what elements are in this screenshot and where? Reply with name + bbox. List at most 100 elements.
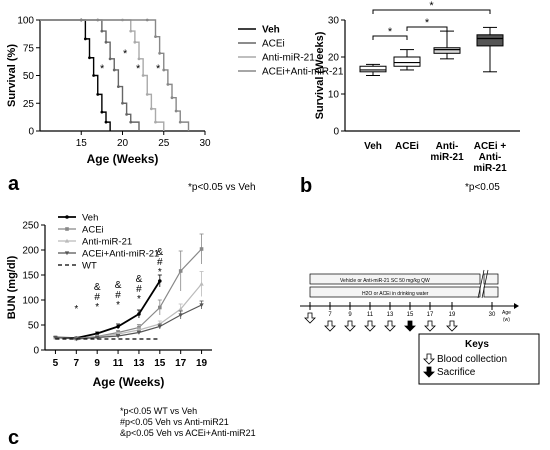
treatment-bar-2-label: H2O or ACEi in drinking water <box>362 291 429 297</box>
x-tick-label: 15 <box>76 138 88 149</box>
box <box>359 65 387 73</box>
y-tick-label: 75 <box>23 43 35 54</box>
significance-mark: # <box>157 257 163 268</box>
legend-marker <box>64 238 70 243</box>
keys-sacrifice: Sacrifice <box>437 367 476 378</box>
y-axis-title: BUN (mg/dl) <box>6 255 18 319</box>
data-point <box>137 325 141 330</box>
sacrifice-arrow-icon <box>423 366 435 378</box>
significance-mark: & <box>115 280 122 291</box>
data-point <box>199 303 204 308</box>
panel-c-footnote-3: &p<0.05 Veh vs ACEi+Anti-miR21 <box>120 428 256 438</box>
keys-box <box>418 333 540 385</box>
survival-line-3 <box>40 19 190 131</box>
x-tick-label: 9 <box>94 358 100 369</box>
blood-collection-arrow-icon <box>324 320 336 332</box>
significance-bracket <box>406 26 448 31</box>
timeline-tick-label: 7 <box>328 312 332 318</box>
significance-star: * <box>100 63 105 75</box>
data-point <box>157 324 163 329</box>
significance-mark: & <box>156 247 163 258</box>
legend-label: Veh <box>262 25 280 36</box>
x-tick-label: 30 <box>199 138 211 149</box>
censor-mark <box>149 107 153 111</box>
data-point <box>158 279 162 283</box>
censor-mark <box>154 35 157 39</box>
significance-mark: # <box>136 284 142 295</box>
data-point <box>115 334 121 339</box>
significance-mark: * <box>158 267 162 278</box>
censor-mark <box>170 96 174 100</box>
x-tick-label: 11 <box>113 358 124 369</box>
censor-mark <box>100 29 104 33</box>
box <box>476 34 504 47</box>
timeline-tick-label: 17 <box>427 312 434 318</box>
category-label: miR-21 <box>430 152 464 163</box>
censor-mark <box>145 92 149 96</box>
significance-mark: # <box>115 290 121 301</box>
legend-label: Anti-miR-21 <box>82 237 132 248</box>
blood-collection-arrow-icon <box>384 320 396 332</box>
y-tick-label: 150 <box>22 271 39 282</box>
censor-mark <box>112 68 116 72</box>
panel-a-footnote: *p<0.05 vs Veh <box>188 182 256 193</box>
timeline-tick-label: 9 <box>348 312 352 318</box>
data-point <box>53 335 58 340</box>
bun-chart: 0 50 100 150 200 250 5 7 9 11 13 15 17 19 Age (Weeks) B… <box>6 213 212 389</box>
data-point <box>136 330 142 335</box>
blood-collection-arrow-icon <box>304 312 316 324</box>
break-mark-1 <box>477 269 485 299</box>
significance-bracket <box>372 9 491 14</box>
survival-line-0 <box>40 19 111 131</box>
category-label: Anti- <box>436 141 459 152</box>
x-tick-label: 7 <box>74 358 80 369</box>
significance-mark: # <box>94 292 100 303</box>
timeline-tick-label: 30 <box>489 312 496 318</box>
data-point <box>74 337 79 342</box>
timeline-arrowhead-icon <box>514 303 519 309</box>
censor-mark <box>88 56 91 60</box>
sacrifice-arrow-icon <box>404 320 416 332</box>
category-label: ACEi + <box>474 141 507 152</box>
timeline-age-unit: (w) <box>503 317 510 323</box>
panel-a-letter: a <box>8 173 20 195</box>
x-tick-label: 5 <box>53 358 59 369</box>
censor-mark <box>129 120 133 124</box>
treatment-bar-1-tail <box>483 273 499 285</box>
y-tick-label: 10 <box>328 90 340 101</box>
significance-bracket <box>372 35 408 40</box>
category-label: Veh <box>364 141 382 152</box>
y-tick-label: 30 <box>328 16 340 27</box>
treatment-bar-2-tail <box>483 286 499 298</box>
data-point <box>116 324 120 329</box>
panel-b-letter: b <box>300 175 312 197</box>
y-tick-label: 0 <box>28 127 34 138</box>
legend-label: Veh <box>82 213 98 224</box>
legend-label: ACEi+Anti-miR-21 <box>262 67 344 78</box>
keys-blood-collection: Blood collection <box>437 354 507 365</box>
legend-label: WT <box>82 261 97 272</box>
timeline-tick-label: 13 <box>387 312 394 318</box>
censor-mark <box>96 92 100 96</box>
significance-star: * <box>136 63 141 75</box>
significance-mark: & <box>94 282 101 293</box>
panel-b-footnote: *p<0.05 <box>465 182 500 193</box>
censor-mark <box>145 18 149 22</box>
censor-mark <box>125 112 129 116</box>
x-tick-label: 20 <box>117 138 129 149</box>
censor-mark <box>104 120 108 124</box>
censor-mark <box>154 120 157 124</box>
significance-mark: * <box>95 302 99 313</box>
y-tick-label: 20 <box>328 53 340 64</box>
x-tick-label: 19 <box>196 358 208 369</box>
data-point <box>178 306 183 311</box>
legend-label: Anti-miR-21 <box>262 53 315 64</box>
blood-collection-arrow-icon <box>424 320 436 332</box>
survival-line-2 <box>40 19 165 131</box>
significance-star: * <box>388 26 393 38</box>
y-tick-label: 250 <box>22 221 39 232</box>
data-point <box>94 335 100 340</box>
x-axis-title: Age (Weeks) <box>87 152 159 166</box>
treatment-bar-2 <box>309 286 481 298</box>
